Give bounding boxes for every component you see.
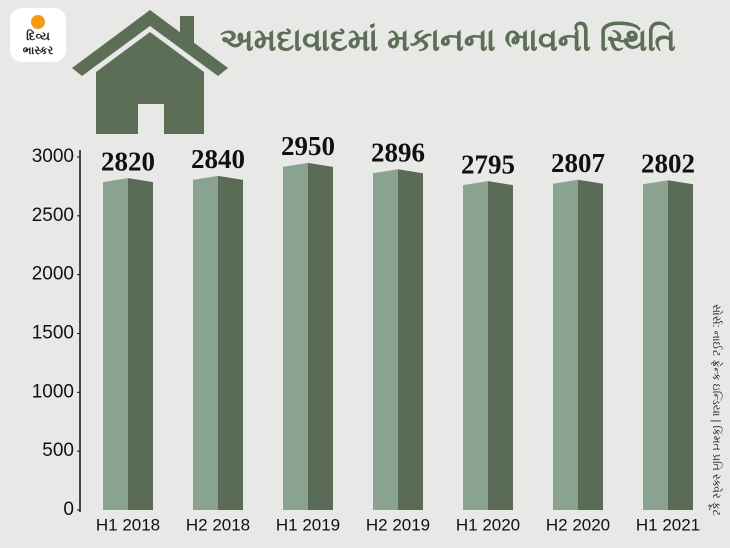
value-label: 2896 xyxy=(371,137,425,167)
y-tick-label: 500 xyxy=(42,440,74,461)
value-label: 2950 xyxy=(281,131,335,161)
bar-front xyxy=(643,180,668,510)
value-label: 2802 xyxy=(641,149,695,179)
y-tick-label: 1000 xyxy=(32,381,74,402)
bar-front xyxy=(283,162,308,510)
logo-sun xyxy=(31,15,45,29)
bar-side xyxy=(218,175,243,510)
x-tick-label: H2 2020 xyxy=(546,515,610,534)
logo-text: દિવ્ય xyxy=(26,28,50,43)
bar xyxy=(643,180,693,510)
bar-side xyxy=(488,181,513,510)
y-tick-label: 0 xyxy=(63,499,74,520)
y-tick-label: 3000 xyxy=(32,146,74,167)
logo-text: ભાસ્કર xyxy=(23,45,54,57)
bar xyxy=(553,179,603,511)
house-body xyxy=(96,32,204,134)
x-tick-label: H1 2021 xyxy=(636,515,700,534)
bar-side xyxy=(128,178,153,510)
y-tick-label: 1500 xyxy=(32,323,74,344)
bar xyxy=(463,181,513,510)
bar-side xyxy=(308,162,333,510)
x-tick-label: H2 2019 xyxy=(366,515,430,534)
bar-front xyxy=(373,169,398,510)
chimney xyxy=(180,16,194,46)
bar-side xyxy=(398,169,423,510)
chart-title: અમદાવાદમાં મકાનના ભાવની સ્થિતિ xyxy=(220,21,676,57)
y-tick-label: 2500 xyxy=(32,205,74,226)
house-icon xyxy=(72,10,228,134)
bar-front xyxy=(463,181,488,510)
bar-side xyxy=(668,180,693,510)
y-tick-label: 2000 xyxy=(32,264,74,285)
x-tick-label: H2 2018 xyxy=(186,515,250,534)
x-tick-label: H1 2018 xyxy=(96,515,160,534)
logo-box xyxy=(10,8,66,62)
bar-front xyxy=(103,178,128,510)
roof xyxy=(72,10,228,76)
bar xyxy=(283,162,333,510)
logo: દિવ્ય ભાસ્કર xyxy=(10,8,66,62)
value-label: 2820 xyxy=(101,146,155,176)
bar-side xyxy=(578,179,603,511)
bar xyxy=(193,175,243,510)
bar-front xyxy=(193,175,218,510)
bar xyxy=(373,169,423,510)
bar xyxy=(103,178,153,510)
x-tick-label: H1 2019 xyxy=(276,515,340,534)
bar-front xyxy=(553,179,578,511)
value-label: 2807 xyxy=(551,148,605,178)
value-label: 2795 xyxy=(461,149,515,179)
x-tick-label: H1 2020 xyxy=(456,515,520,534)
source-note: સોર્સ: નાઈટ ફ્રેન્ક ઇન્ડિયા | કિંમત પ્રત… xyxy=(708,304,723,517)
value-label: 2840 xyxy=(191,144,245,174)
